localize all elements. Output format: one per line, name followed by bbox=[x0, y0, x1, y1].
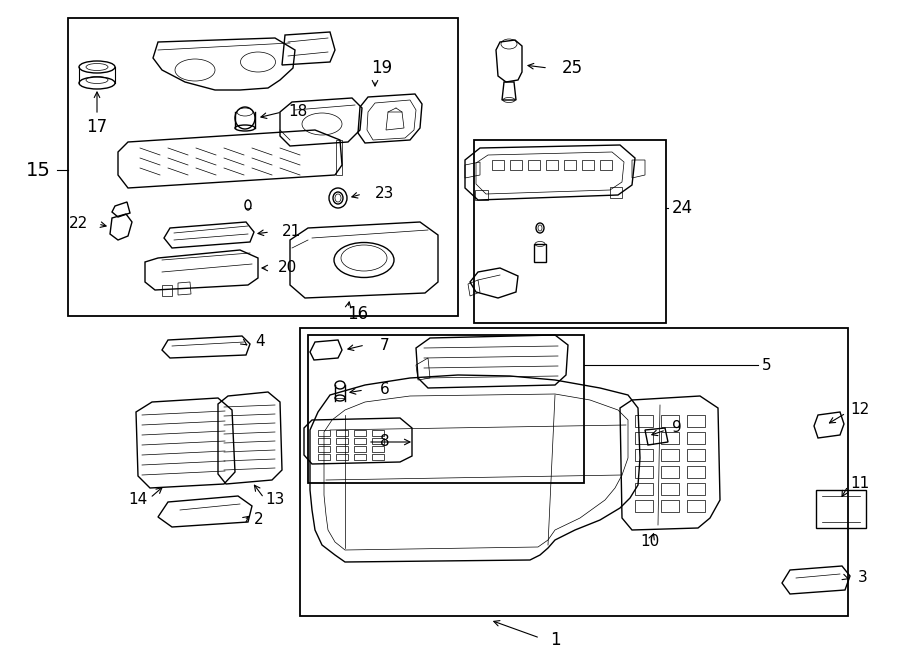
Text: 10: 10 bbox=[641, 535, 660, 549]
Bar bbox=[661, 449, 679, 461]
Bar bbox=[372, 446, 384, 452]
Bar bbox=[372, 438, 384, 444]
Bar bbox=[336, 438, 348, 444]
Bar bbox=[336, 430, 348, 436]
Text: 6: 6 bbox=[380, 383, 390, 397]
Bar bbox=[635, 415, 653, 427]
Text: 21: 21 bbox=[282, 225, 302, 239]
Bar bbox=[687, 415, 705, 427]
Bar bbox=[318, 446, 330, 452]
Bar bbox=[564, 160, 576, 170]
Bar bbox=[661, 415, 679, 427]
Bar bbox=[687, 466, 705, 478]
Bar bbox=[528, 160, 540, 170]
Text: 8: 8 bbox=[380, 434, 390, 449]
Bar bbox=[546, 160, 558, 170]
Text: 22: 22 bbox=[68, 217, 88, 231]
Bar bbox=[600, 160, 612, 170]
Bar bbox=[300, 328, 848, 616]
Bar bbox=[661, 432, 679, 444]
Bar bbox=[318, 430, 330, 436]
Bar bbox=[661, 483, 679, 495]
Bar bbox=[354, 430, 366, 436]
Bar bbox=[661, 500, 679, 512]
Bar bbox=[687, 500, 705, 512]
Bar bbox=[372, 430, 384, 436]
Bar bbox=[354, 438, 366, 444]
Text: 1: 1 bbox=[550, 631, 561, 649]
Text: 13: 13 bbox=[266, 492, 284, 508]
Bar bbox=[635, 432, 653, 444]
Text: 5: 5 bbox=[762, 358, 771, 373]
Bar bbox=[308, 335, 584, 483]
Bar bbox=[687, 432, 705, 444]
Bar bbox=[534, 244, 546, 262]
Text: 3: 3 bbox=[858, 570, 868, 586]
Text: 2: 2 bbox=[254, 512, 264, 527]
Bar bbox=[687, 449, 705, 461]
Text: 9: 9 bbox=[672, 420, 682, 436]
Text: 24: 24 bbox=[672, 199, 693, 217]
Bar bbox=[816, 490, 866, 528]
Text: 7: 7 bbox=[380, 338, 390, 352]
Bar bbox=[336, 454, 348, 460]
Text: 19: 19 bbox=[372, 59, 392, 77]
Text: 16: 16 bbox=[347, 305, 369, 323]
Bar bbox=[68, 18, 458, 316]
Text: 17: 17 bbox=[86, 118, 108, 136]
Text: 4: 4 bbox=[255, 334, 265, 350]
Text: 18: 18 bbox=[288, 104, 307, 120]
Bar bbox=[372, 454, 384, 460]
Text: 11: 11 bbox=[850, 477, 869, 492]
Bar bbox=[635, 466, 653, 478]
Bar bbox=[635, 449, 653, 461]
Bar bbox=[318, 454, 330, 460]
Bar bbox=[687, 483, 705, 495]
Bar bbox=[510, 160, 522, 170]
Bar bbox=[318, 438, 330, 444]
Bar bbox=[354, 446, 366, 452]
Text: 15: 15 bbox=[25, 161, 50, 180]
Text: 14: 14 bbox=[129, 492, 148, 508]
Bar bbox=[492, 160, 504, 170]
Text: 23: 23 bbox=[375, 186, 394, 202]
Bar bbox=[635, 483, 653, 495]
Bar bbox=[354, 454, 366, 460]
Bar bbox=[582, 160, 594, 170]
Bar bbox=[661, 466, 679, 478]
Text: 20: 20 bbox=[278, 260, 297, 276]
Text: 25: 25 bbox=[562, 59, 583, 77]
Bar bbox=[336, 446, 348, 452]
Text: 12: 12 bbox=[850, 403, 869, 418]
Bar bbox=[635, 500, 653, 512]
Bar bbox=[474, 140, 666, 323]
